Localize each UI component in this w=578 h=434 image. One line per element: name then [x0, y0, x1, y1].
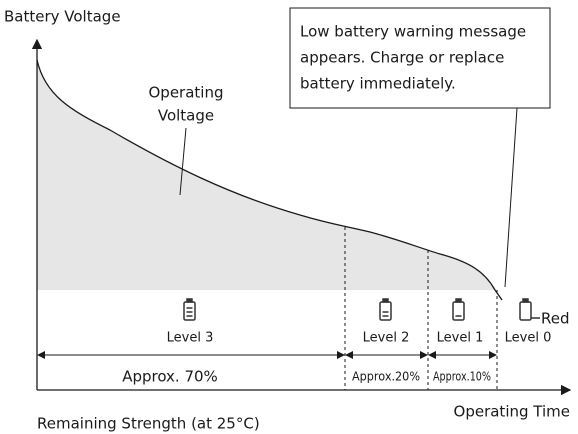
curve-label: Voltage [158, 107, 214, 125]
level-label: Level 3 [167, 331, 214, 346]
level-label: Level 2 [363, 331, 410, 346]
approx-label: Approx. 70% [122, 368, 218, 386]
battery-icon [379, 298, 392, 321]
callout-text: battery immediately. [300, 75, 456, 93]
y-axis-label: Battery Voltage [4, 8, 121, 26]
voltage-area [37, 60, 495, 290]
leader-line [179, 127, 187, 196]
curve-label: Operating [149, 84, 224, 102]
battery-icon [183, 298, 196, 321]
red-label: Red [541, 310, 570, 328]
battery-icon [519, 298, 540, 321]
voltage-curve [36, 59, 503, 301]
leader-line [504, 107, 518, 288]
approx-label: Approx.10% [433, 370, 491, 384]
callout-text: Low battery warning message [300, 23, 526, 41]
level-label: Level 0 [505, 331, 552, 346]
caption: Remaining Strength (at 25°C) [37, 415, 260, 433]
level-label: Level 1 [437, 331, 484, 346]
approx-label: Approx.20% [352, 370, 420, 384]
x-axis-label: Operating Time [454, 403, 570, 421]
battery-icon [452, 298, 465, 321]
callout-box [289, 7, 551, 109]
callout-text: appears. Charge or replace [300, 49, 504, 67]
